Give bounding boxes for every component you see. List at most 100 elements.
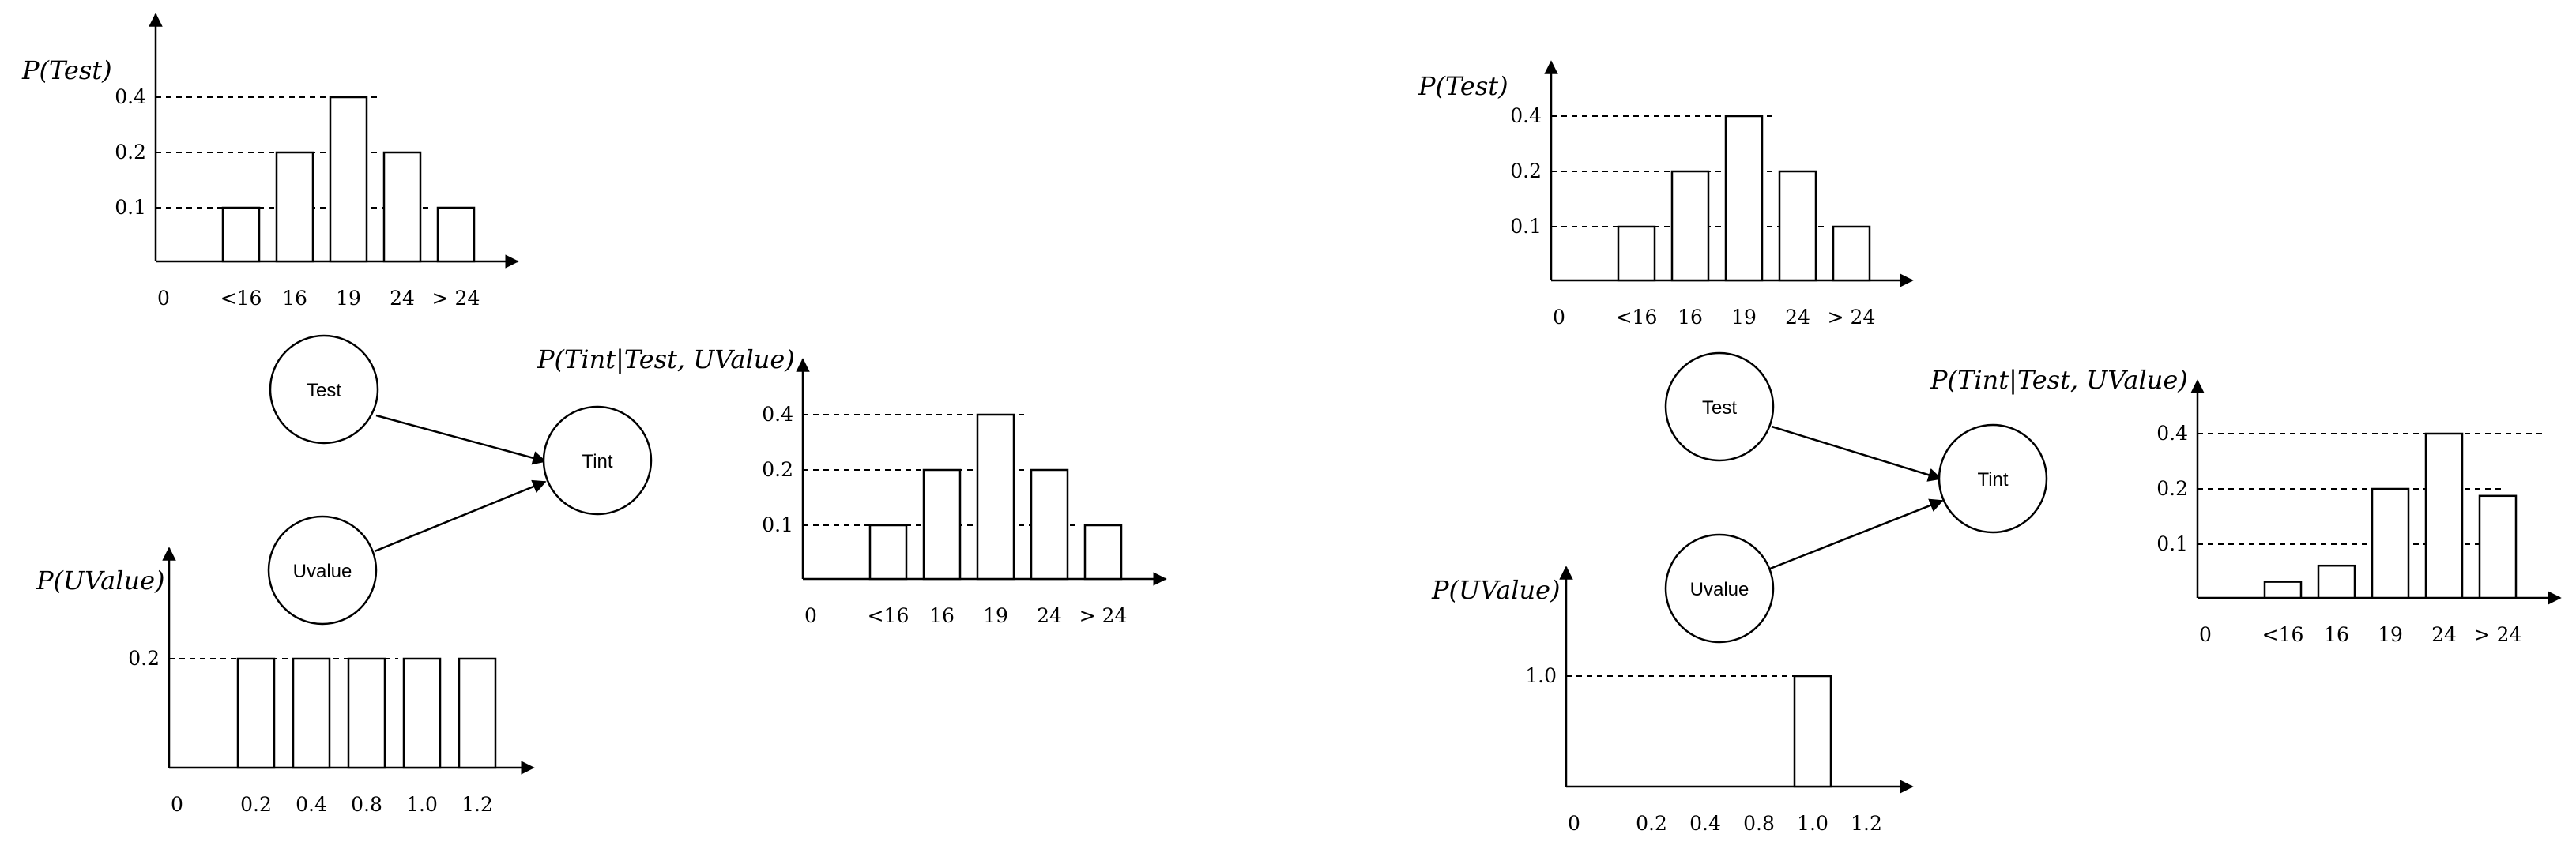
left-p-tint-ytick: 0.4 [762,403,793,426]
right-p-tint-bar-3 [2371,487,2410,599]
right-node-tint [1938,423,2048,534]
right-p-test-bar-3 [1724,115,1764,282]
left-edge-test-to-tint [375,414,547,465]
left-p-test-xtick: <16 [220,287,262,310]
left-p-tint-bar-2 [922,468,962,581]
right-p-uvalue-xtick: 0 [1568,812,1580,835]
left-p-test-bar-3 [329,96,368,263]
left-p-uvalue-bar-5 [458,657,497,769]
right-p-tint-bar-1 [2263,581,2303,599]
left-p-test-xtick: > 24 [432,287,480,310]
right-p-tint-title: P(Tint|Test, UValue) [1930,365,2188,395]
left-p-tint-ytick: 0.2 [762,458,793,481]
right-p-test-bar-5 [1832,225,1871,282]
left-p-test-bar-4 [382,151,422,263]
right-p-tint-xtick: 24 [2431,623,2457,646]
left-p-test-bar-2 [275,151,314,263]
left-p-test-bar-1 [221,206,261,263]
left-p-uvalue-bar-1 [236,657,276,769]
right-p-test-ytick: 0.2 [1510,160,1542,182]
right-p-uvalue-xtick: 0.2 [1636,812,1667,835]
right-p-test-title: P(Test) [1418,71,1508,101]
right-p-test-bar-2 [1670,170,1710,282]
right-p-tint-xtick: 0 [2199,623,2212,646]
right-p-tint-bar-2 [2317,564,2356,599]
right-p-tint-ytick: 0.1 [2156,532,2188,555]
right-p-test-bar-4 [1778,170,1817,282]
right-p-uvalue-xtick: 1.0 [1797,812,1828,835]
right-p-test-xtick: 0 [1553,306,1565,329]
right-p-uvalue-bar-4 [1793,675,1832,788]
left-p-test-xtick: 24 [390,287,415,310]
right-node-tint-label: Tint [1977,469,2008,490]
right-p-test-chart: P(Test)0.4 0.2 0.1 0 <16 16 19 24 > 24 [1418,60,1914,329]
right-network: Test Uvalue Tint [1664,351,2048,644]
right-p-test-xtick: > 24 [1828,306,1876,329]
right-p-uvalue-xtick: 1.2 [1851,812,1882,835]
left-node-test-label: Test [307,380,341,401]
right-p-uvalue-chart: P(UValue) 1.0 0 0.2 0.4 0.8 1.0 1.2 [1431,566,1914,835]
left-p-test-title: P(Test) [21,55,112,85]
left-p-tint-bar-4 [1030,468,1069,581]
left-p-tint-xtick: > 24 [1079,604,1128,627]
left-node-test [269,334,379,445]
left-p-tint-xtick: <16 [868,604,910,627]
left-p-tint-ytick: 0.1 [762,513,793,536]
left-p-tint-bar-3 [976,413,1015,581]
left-p-tint-xtick: 16 [929,604,955,627]
right-p-tint-ytick: 0.2 [2156,477,2188,500]
left-p-test-xtick: 16 [282,287,307,310]
left-p-uvalue-bar-2 [292,657,331,769]
left-p-uvalue-bar-3 [347,657,386,769]
right-p-uvalue-title: P(UValue) [1431,575,1561,605]
right-p-test-bar-1 [1617,225,1656,282]
left-p-uvalue-xtick: 0.8 [351,793,382,816]
left-p-uvalue-title: P(UValue) [36,566,165,596]
left-p-uvalue-chart: P(UValue) 0.2 0 0.2 0.4 0.8 1.0 1.2 [36,547,535,816]
right-node-uvalue [1664,533,1775,644]
left-p-tint-xtick: 19 [983,604,1008,627]
left-network: Test Uvalue Tint [267,334,653,626]
right-p-tint-xtick: <16 [2262,623,2304,646]
left-p-uvalue-ytick: 0.2 [128,647,160,670]
right-edge-test-to-tint [1771,425,1942,482]
left-p-test-ytick: 0.2 [115,141,146,163]
left-p-tint-title: P(Tint|Test, UValue) [537,344,795,374]
left-p-test-bar-5 [436,206,476,263]
right-p-tint-xtick: > 24 [2474,623,2522,646]
right-p-test-ytick: 0.1 [1510,215,1542,238]
right-node-uvalue-label: Uvalue [1690,579,1749,600]
right-p-test-ytick: 0.4 [1510,104,1542,127]
right-p-test-xtick: 16 [1678,306,1703,329]
right-p-tint-bar-4 [2424,432,2464,599]
left-p-tint-bar-5 [1083,524,1123,581]
right-p-tint-xtick: 16 [2324,623,2349,646]
left-p-tint-xtick: 24 [1037,604,1062,627]
left-p-tint-xtick: 0 [804,604,817,627]
right-p-tint-xtick: 19 [2378,623,2403,646]
right-p-test-xtick: 19 [1731,306,1757,329]
left-node-uvalue-label: Uvalue [293,561,352,582]
right-node-test-label: Test [1702,397,1737,419]
right-p-uvalue-xtick: 0.8 [1743,812,1775,835]
left-p-uvalue-xtick: 1.0 [406,793,438,816]
right-p-uvalue-ytick: 1.0 [1525,664,1557,687]
left-node-tint-label: Tint [582,451,612,472]
left-node-uvalue [267,515,378,626]
right-edge-uvalue-to-tint [1769,498,1944,570]
right-p-tint-chart: P(Tint|Test, UValue) 0.4 0.2 0.1 0 <16 16 19 24 >… [1930,365,2562,646]
left-p-test-xtick: 0 [157,287,170,310]
left-p-test-ytick: 0.4 [115,85,146,108]
right-p-test-xtick: <16 [1616,306,1658,329]
left-p-uvalue-xtick: 0.4 [296,793,327,816]
left-p-uvalue-xtick: 0 [171,793,183,816]
left-node-tint [542,405,653,516]
left-edge-uvalue-to-tint [374,479,547,553]
left-p-test-ytick: 0.1 [115,196,146,219]
right-p-test-xtick: 24 [1785,306,1810,329]
left-p-tint-bar-1 [868,524,908,581]
left-p-tint-chart: P(Tint|Test, UValue) 0.4 0.2 0.1 0 <16 16 19 24 >… [537,344,1167,627]
left-p-uvalue-xtick: 1.2 [461,793,493,816]
left-p-test-chart: P(Test)0.4 0.2 0.1 0 <16 16 19 24 > 24 [21,13,519,310]
